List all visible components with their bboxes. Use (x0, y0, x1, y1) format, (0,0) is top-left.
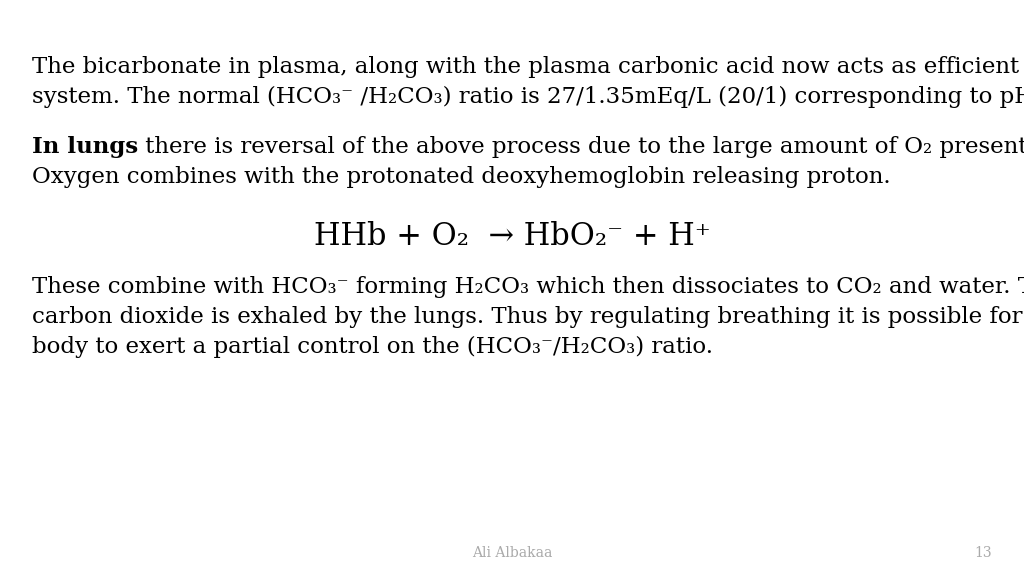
Text: body to exert a partial control on the (HCO₃⁻/H₂CO₃) ratio.: body to exert a partial control on the (… (32, 336, 713, 358)
Text: In lungs: In lungs (32, 136, 138, 158)
Text: HHb + O₂  → HbO₂⁻ + H⁺: HHb + O₂ → HbO₂⁻ + H⁺ (313, 221, 711, 252)
Text: Oxygen combines with the protonated deoxyhemoglobin releasing proton.: Oxygen combines with the protonated deox… (32, 166, 891, 188)
Text: The bicarbonate in plasma, along with the plasma carbonic acid now acts as effic: The bicarbonate in plasma, along with th… (32, 56, 1024, 78)
Text: there is reversal of the above process due to the large amount of O₂ present.: there is reversal of the above process d… (138, 136, 1024, 158)
Text: Ali Albakaa: Ali Albakaa (472, 546, 552, 560)
Text: system. The normal (HCO₃⁻ /H₂CO₃) ratio is 27/1.35mEq/L (20/1) corresponding to : system. The normal (HCO₃⁻ /H₂CO₃) ratio … (32, 86, 1024, 108)
Text: 13: 13 (975, 546, 992, 560)
Text: These combine with HCO₃⁻ forming H₂CO₃ which then dissociates to CO₂ and water. : These combine with HCO₃⁻ forming H₂CO₃ w… (32, 276, 1024, 298)
Text: carbon dioxide is exhaled by the lungs. Thus by regulating breathing it is possi: carbon dioxide is exhaled by the lungs. … (32, 306, 1024, 328)
